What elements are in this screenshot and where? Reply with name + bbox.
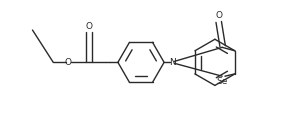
Text: O: O — [65, 58, 72, 67]
Text: N: N — [169, 58, 176, 67]
Text: O: O — [215, 11, 222, 20]
Text: Se: Se — [217, 77, 228, 86]
Text: O: O — [85, 22, 92, 31]
